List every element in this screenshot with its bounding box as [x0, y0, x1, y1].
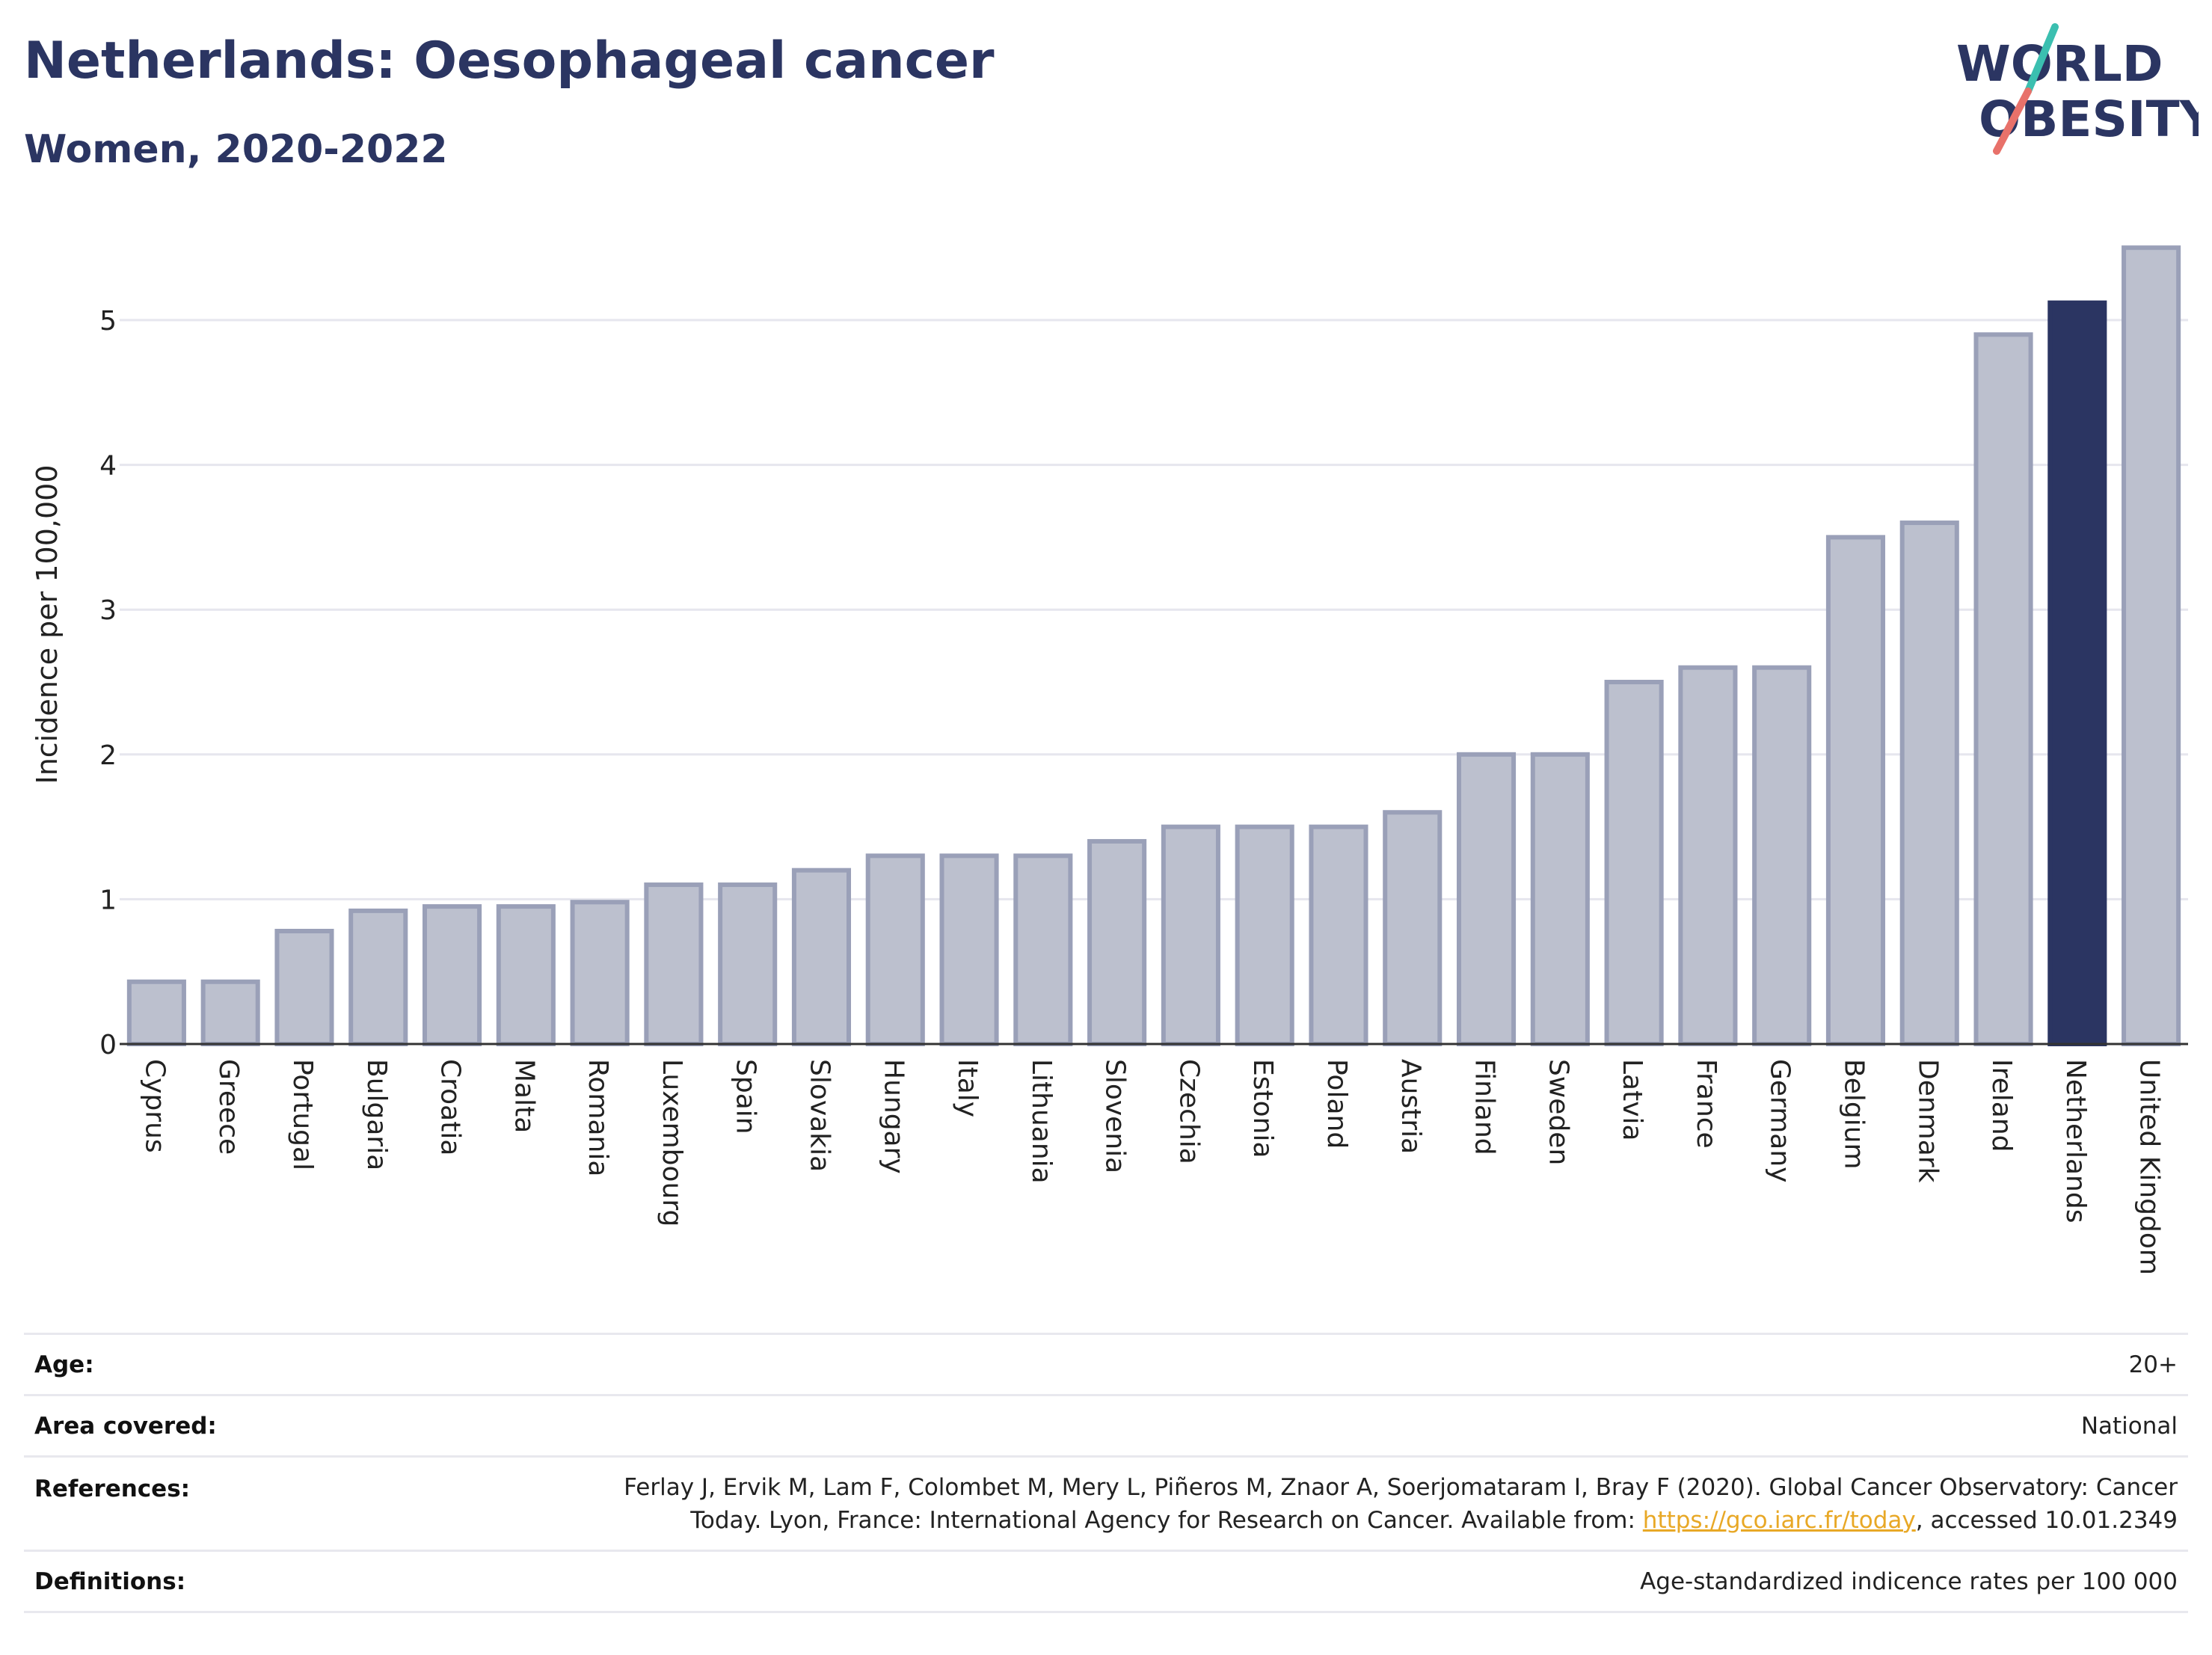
info-row-definitions: Definitions: Age-standardized indicence …	[24, 1550, 2188, 1613]
world-obesity-logo: WORLD OBESITY	[1956, 23, 2199, 155]
y-tick-label: 4	[99, 451, 117, 482]
x-tick-label: Sweden	[1543, 1059, 1573, 1165]
y-tick-label: 1	[99, 885, 117, 915]
bar-hungary	[865, 853, 925, 1046]
y-tick-label: 2	[99, 740, 117, 771]
bar-slovenia	[1087, 838, 1147, 1046]
x-tick-label: Netherlands	[2060, 1059, 2091, 1223]
logo-line1: WORLD	[1956, 35, 2163, 93]
info-table: Age: 20+ Area covered: National Referenc…	[24, 1333, 2188, 1613]
bar-united-kingdom	[2122, 245, 2181, 1047]
x-tick-label: Germany	[1765, 1059, 1795, 1182]
bar-netherlands	[2047, 300, 2107, 1046]
info-row-references: References: Ferlay J, Ervik M, Lam F, Co…	[24, 1455, 2188, 1551]
y-tick-label: 3	[99, 595, 117, 626]
bar-lithuania	[1013, 853, 1073, 1046]
x-tick-label: Greece	[213, 1059, 244, 1155]
bar-austria	[1383, 810, 1443, 1046]
x-tick-label: Hungary	[878, 1059, 909, 1174]
bar-greece	[200, 979, 260, 1046]
x-tick-label: Luxembourg	[657, 1059, 687, 1226]
x-tick-label: Croatia	[435, 1059, 466, 1155]
references-label: References:	[24, 1455, 359, 1551]
x-tick-label: Bulgaria	[361, 1059, 392, 1170]
area-label: Area covered:	[24, 1394, 359, 1457]
x-tick-label: Denmark	[1912, 1059, 1943, 1183]
info-row-age: Age: 20+	[24, 1333, 2188, 1395]
references-line1: Ferlay J, Ervik M, Lam F, Colombet M, Me…	[624, 1473, 2178, 1501]
bar-croatia	[422, 904, 482, 1046]
x-tick-label: Slovakia	[804, 1059, 835, 1172]
bar-estonia	[1235, 824, 1294, 1046]
x-tick-label: Estonia	[1247, 1059, 1278, 1158]
bar-slovakia	[791, 868, 852, 1047]
x-tick-label: United Kingdom	[2134, 1059, 2165, 1275]
x-tick-label: Poland	[1321, 1059, 1352, 1149]
x-tick-label: Romania	[583, 1059, 613, 1176]
bar-chart: 0 1 2 3 4 5 Cyprus Greece Portugal Bulgaria Croati…	[31, 245, 2188, 1275]
bar-portugal	[274, 928, 334, 1046]
age-value: 20+	[359, 1333, 2188, 1395]
bar-finland	[1456, 752, 1517, 1046]
x-tick-label: Cyprus	[139, 1059, 170, 1153]
bar-spain	[718, 882, 778, 1047]
bar-ireland	[1973, 332, 2033, 1046]
chart-subtitle: Women, 2020-2022	[24, 127, 448, 172]
references-value: Ferlay J, Ervik M, Lam F, Colombet M, Me…	[359, 1455, 2188, 1551]
bar-bulgaria	[348, 908, 408, 1046]
bars	[126, 245, 2181, 1047]
bar-latvia	[1604, 680, 1664, 1046]
x-tick-label: France	[1691, 1059, 1721, 1149]
references-text: Today. Lyon, France: International Agenc…	[690, 1506, 1643, 1534]
y-tick-label: 5	[99, 306, 117, 337]
references-accessed: , accessed 10.01.2349	[1915, 1506, 2178, 1534]
x-tick-label: Slovenia	[1100, 1059, 1131, 1173]
x-tick-label: Malta	[509, 1059, 539, 1133]
references-link[interactable]: https://gco.iarc.fr/today	[1642, 1506, 1916, 1534]
bar-denmark	[1899, 521, 1959, 1046]
definitions-label: Definitions:	[24, 1550, 359, 1613]
bar-poland	[1309, 824, 1368, 1046]
bar-sweden	[1530, 752, 1590, 1046]
x-tick-label: Czechia	[1173, 1059, 1204, 1164]
bar-romania	[570, 900, 630, 1046]
bar-luxembourg	[644, 882, 704, 1047]
x-tick-label: Latvia	[1617, 1059, 1647, 1141]
chart-title: Netherlands: Oesophageal cancer	[24, 31, 995, 90]
definitions-value: Age-standardized indicence rates per 100…	[359, 1550, 2188, 1613]
bar-malta	[496, 904, 556, 1046]
bar-italy	[939, 853, 999, 1046]
y-axis-label: Incidence per 100,000	[31, 464, 64, 784]
axes: 0 1 2 3 4 5 Cyprus Greece Portugal Bulgaria Croati…	[99, 306, 2188, 1275]
area-value: National	[359, 1394, 2188, 1457]
bar-france	[1678, 665, 1738, 1046]
x-tick-label: Ireland	[1986, 1059, 2017, 1152]
bar-cyprus	[126, 979, 186, 1046]
x-tick-label: Spain	[731, 1059, 761, 1134]
x-tick-label: Austria	[1395, 1059, 1426, 1154]
bar-czechia	[1161, 824, 1220, 1046]
references-line2: Today. Lyon, France: International Agenc…	[369, 1504, 2178, 1537]
x-tick-label: Lithuania	[1026, 1059, 1057, 1184]
bar-germany	[1752, 665, 1812, 1046]
x-tick-label: Finland	[1469, 1059, 1500, 1155]
info-row-area: Area covered: National	[24, 1394, 2188, 1457]
x-tick-label: Portugal	[287, 1059, 318, 1170]
y-tick-label: 0	[99, 1030, 117, 1060]
bar-belgium	[1825, 535, 1886, 1046]
age-label: Age:	[24, 1333, 359, 1395]
x-tick-label: Belgium	[1838, 1059, 1869, 1170]
x-tick-label: Italy	[952, 1059, 983, 1117]
